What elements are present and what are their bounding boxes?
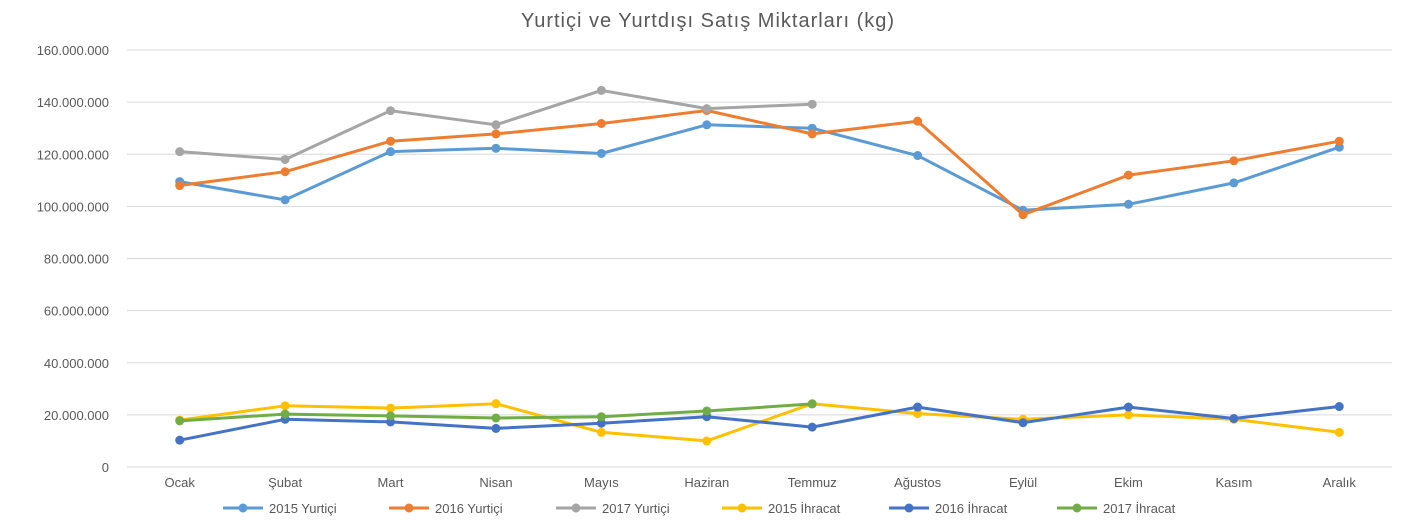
data-point	[386, 411, 396, 421]
data-point	[596, 85, 606, 95]
legend-swatch-marker	[238, 503, 248, 513]
data-point	[702, 436, 712, 446]
series-line-2016-i̇hracat	[178, 405, 1341, 442]
data-point	[913, 151, 923, 161]
data-point	[1123, 410, 1133, 420]
legend-label: 2015 İhracat	[768, 501, 841, 516]
x-tick-label: Kasım	[1215, 475, 1252, 490]
data-point	[596, 412, 606, 422]
x-tick-label: Temmuz	[788, 475, 837, 490]
legend-swatch-marker	[571, 503, 581, 513]
data-point	[491, 413, 501, 423]
data-point	[1229, 156, 1239, 166]
data-point	[807, 99, 817, 109]
data-point	[596, 148, 606, 158]
data-point	[280, 409, 290, 419]
x-tick-label: Ağustos	[894, 475, 941, 490]
data-point	[1229, 414, 1239, 424]
series-line-2016-yurtiçi	[178, 109, 1341, 217]
legend-label: 2017 İhracat	[1103, 501, 1176, 516]
y-tick-label: 120.000.000	[37, 147, 109, 162]
y-tick-label: 100.000.000	[37, 199, 109, 214]
data-point	[386, 106, 396, 116]
y-tick-label: 60.000.000	[44, 304, 109, 319]
y-tick-label: 160.000.000	[37, 43, 109, 58]
data-point	[491, 423, 501, 433]
data-point	[596, 427, 606, 437]
data-point	[175, 435, 185, 445]
x-tick-label: Ocak	[165, 475, 196, 490]
data-point	[807, 399, 817, 409]
x-tick-label: Ekim	[1114, 475, 1143, 490]
data-point	[1018, 210, 1028, 220]
data-point	[175, 147, 185, 157]
data-point	[596, 418, 606, 428]
data-point	[702, 406, 712, 416]
x-tick-label: Mart	[378, 475, 404, 490]
x-tick-label: Haziran	[684, 475, 729, 490]
data-point	[280, 401, 290, 411]
data-point	[596, 118, 606, 128]
data-point	[1018, 418, 1028, 428]
data-point	[807, 422, 817, 432]
legend-swatch-marker	[1072, 503, 1082, 513]
legend-label: 2015 Yurtiçi	[269, 501, 337, 516]
series-line-2015-yurtiçi	[178, 123, 1341, 212]
legend-label: 2017 Yurtiçi	[602, 501, 670, 516]
data-point	[913, 116, 923, 126]
data-point	[491, 120, 501, 130]
legend-swatch-marker	[737, 503, 747, 513]
data-point	[807, 129, 817, 139]
data-point	[1334, 402, 1344, 412]
data-point	[386, 147, 396, 157]
y-tick-label: 80.000.000	[44, 252, 109, 267]
data-point	[1229, 178, 1239, 188]
chart-title: Yurtiçi ve Yurtdışı Satış Miktarları (kg…	[520, 10, 896, 32]
data-point	[491, 399, 501, 409]
data-point	[913, 402, 923, 412]
y-tick-label: 140.000.000	[37, 95, 109, 110]
data-point	[386, 136, 396, 146]
data-point	[702, 120, 712, 130]
data-point	[175, 181, 185, 191]
data-point	[1123, 199, 1133, 209]
y-tick-label: 40.000.000	[44, 356, 109, 371]
data-point	[1334, 136, 1344, 146]
data-point	[280, 154, 290, 164]
x-tick-label: Eylül	[1009, 475, 1037, 490]
data-point	[280, 195, 290, 205]
data-point	[913, 409, 923, 419]
data-point	[1334, 427, 1344, 437]
legend-swatch-marker	[404, 503, 414, 513]
y-tick-label: 20.000.000	[44, 408, 109, 423]
data-point	[175, 416, 185, 426]
data-point	[1123, 402, 1133, 412]
data-point	[386, 403, 396, 413]
y-tick-label: 0	[102, 460, 109, 475]
data-point	[702, 104, 712, 114]
legend-swatch-marker	[904, 503, 914, 513]
data-point	[1123, 170, 1133, 180]
data-point	[491, 129, 501, 139]
legend-label: 2016 İhracat	[935, 501, 1008, 516]
data-point	[280, 167, 290, 177]
x-tick-label: Mayıs	[584, 475, 619, 490]
x-tick-label: Şubat	[268, 475, 302, 490]
x-tick-label: Nisan	[479, 475, 512, 490]
data-point	[491, 143, 501, 153]
x-tick-label: Aralık	[1323, 475, 1357, 490]
legend-label: 2016 Yurtiçi	[435, 501, 503, 516]
